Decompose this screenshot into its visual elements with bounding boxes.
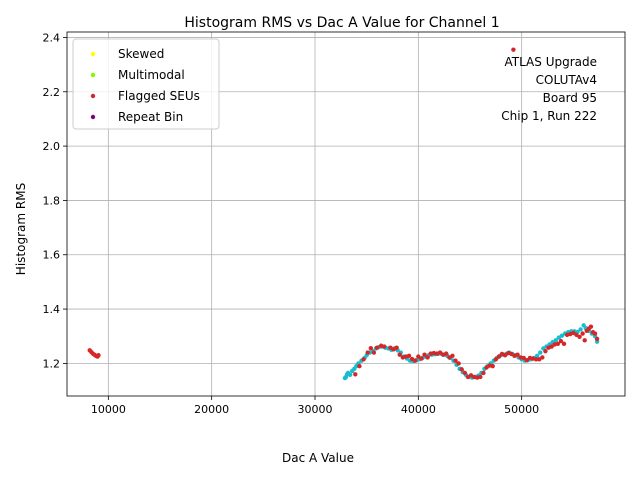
legend-label: Flagged SEUs [118, 89, 200, 103]
data-point [534, 353, 540, 358]
flagged-seu-point [549, 344, 554, 349]
data-points [87, 47, 600, 381]
flagged-seu-point [450, 353, 455, 358]
y-tick-label: 1.4 [43, 303, 61, 316]
flagged-seu-point [543, 348, 548, 354]
flagged-seu-point [577, 334, 582, 339]
flagged-seu-point [511, 47, 516, 52]
legend-label: Skewed [118, 47, 164, 61]
flagged-seu-point [453, 358, 458, 363]
y-tick-label: 1.6 [43, 249, 61, 262]
y-axis-label: Histogram RMS [14, 183, 28, 275]
x-axis-label: Dac A Value [282, 451, 354, 465]
flagged-seu-point [437, 350, 443, 355]
flagged-seu-point [592, 331, 598, 336]
run-info-annotation: ATLAS Upgrade COLUTAv4 Board 95 Chip 1, Run… [501, 55, 597, 123]
flagged-seu-point [444, 351, 449, 356]
x-tick-label: 50000 [504, 403, 539, 416]
flagged-seu-point [555, 341, 561, 347]
flagged-seu-point [580, 331, 585, 336]
x-tick-label: 30000 [298, 403, 333, 416]
flagged-seu-point [365, 350, 370, 355]
flagged-seu-point [481, 370, 486, 376]
y-tick-label: 1.8 [43, 194, 61, 207]
flagged-seu-point [594, 336, 600, 342]
plot-frame [66, 31, 626, 397]
legend-marker [90, 114, 96, 120]
legend-marker [90, 72, 96, 78]
annotation-line: COLUTAv4 [536, 73, 597, 87]
y-tick-label: 2.2 [43, 86, 61, 99]
flagged-seu-point [413, 358, 418, 363]
flagged-seu-point [361, 357, 366, 362]
grid-lines [67, 32, 625, 396]
flagged-seu-point [493, 357, 499, 362]
flagged-seu-point [540, 355, 545, 360]
legend-label: Repeat Bin [118, 110, 183, 124]
data-point [553, 338, 558, 343]
flagged-seu-point [368, 345, 373, 351]
flagged-seu-point [422, 352, 427, 357]
data-point [538, 350, 543, 355]
flagged-seu-point [524, 357, 530, 363]
y-tick-label: 2.0 [43, 140, 61, 153]
flagged-seu-point [357, 363, 362, 369]
legend: Skewed Multimodal Flagged SEUs Repeat Bin [72, 38, 220, 130]
annotation-line: Chip 1, Run 222 [501, 109, 597, 123]
legend-marker [90, 93, 96, 99]
y-tick-label: 1.2 [43, 357, 61, 370]
flagged-seu-point [588, 324, 594, 329]
data-point [559, 333, 565, 338]
flagged-seu-point [490, 363, 495, 369]
flagged-seu-point [406, 353, 412, 358]
flagged-seu-point [353, 372, 358, 377]
flagged-seu-point [515, 352, 520, 357]
flagged-seu-point [521, 355, 526, 361]
flagged-seu-point [561, 341, 567, 347]
flagged-seu-point [394, 345, 399, 350]
flagged-seu-point [582, 338, 587, 343]
axes: 10000 20000 30000 40000 50000 1.2 1.4 1.6 1.8 2.0… [43, 31, 540, 416]
annotation-line: Board 95 [543, 91, 597, 105]
flagged-seu-point [374, 345, 380, 350]
flagged-seu-point [456, 361, 461, 366]
x-tick-label: 40000 [401, 403, 436, 416]
flagged-seu-point [558, 338, 564, 344]
flagged-seu-point [478, 374, 483, 380]
flagged-seu-point [371, 350, 377, 355]
annotation-line: ATLAS Upgrade [504, 55, 597, 69]
flagged-seu-point [419, 356, 424, 361]
y-tick-label: 2.4 [43, 31, 61, 44]
flagged-seu-point [533, 357, 539, 362]
legend-label: Multimodal [118, 68, 185, 82]
flagged-seu-point [382, 344, 387, 349]
chart-title: Histogram RMS vs Dac A Value for Channel… [184, 15, 499, 31]
x-tick-label: 20000 [194, 403, 229, 416]
flagged-seu-point [459, 367, 464, 372]
flagged-seu-point [96, 353, 101, 358]
flagged-seu-point [496, 354, 502, 359]
x-tick-label: 10000 [91, 403, 126, 416]
data-point [578, 327, 583, 332]
flagged-seu-point [397, 352, 402, 357]
flagged-seu-point [502, 353, 508, 358]
legend-box [72, 38, 220, 130]
legend-marker [90, 51, 96, 57]
data-point [347, 372, 353, 378]
flagged-seu-point [462, 370, 468, 376]
flagged-seu-point [425, 355, 430, 360]
